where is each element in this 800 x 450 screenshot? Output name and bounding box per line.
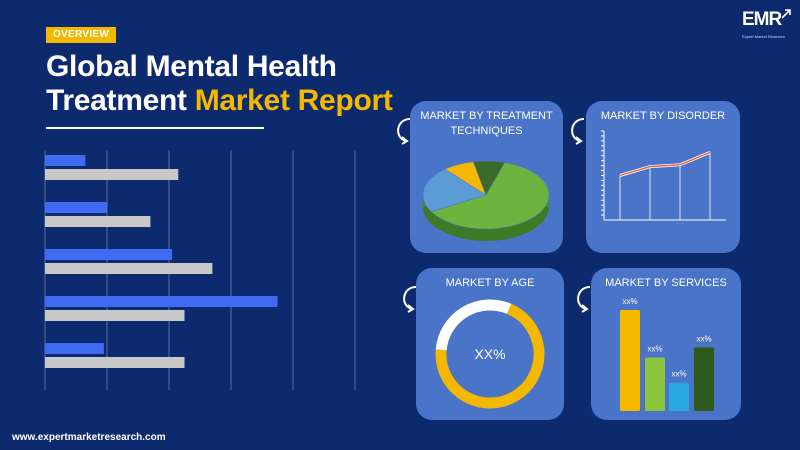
card-title-services: MARKET BY SERVICES <box>605 277 727 289</box>
service-bar <box>669 382 689 411</box>
bar-series-2 <box>45 263 213 274</box>
title-underline <box>46 127 264 129</box>
bar-data-label: xx% <box>647 344 662 353</box>
pie-slice-4 <box>472 160 506 196</box>
card-disorder: MARKET BY DISORDER <box>586 101 740 253</box>
pie-slice-2 <box>422 168 487 213</box>
donut-slice-1 <box>435 303 545 409</box>
bar-series-2 <box>45 310 185 321</box>
bar-series-2 <box>45 357 185 368</box>
overview-badge: OVERVIEW <box>46 27 117 43</box>
card-title-age: MARKET BY AGE <box>445 277 535 289</box>
card-services: MARKET BY SERVICES xx% xx% xx% xx% <box>591 268 741 420</box>
donut-center-label: XX% <box>474 346 505 362</box>
card-title-disorder: MARKET BY DISORDER <box>600 110 726 122</box>
bar-series-1 <box>45 249 173 260</box>
donut-slice-2 <box>435 299 512 351</box>
curved-arrow-icon <box>577 286 591 313</box>
emr-logo: EMR Expert Market Research <box>742 8 794 44</box>
bar-series-1 <box>45 155 86 166</box>
card-age: MARKET BY AGE XX% <box>416 268 564 420</box>
curved-arrow-icon <box>403 286 417 313</box>
bar-series-2 <box>45 216 151 227</box>
curved-arrow-icon <box>397 118 411 145</box>
bar-data-label: xx% <box>696 334 711 343</box>
series-line <box>619 151 711 177</box>
bar-data-label: xx% <box>671 370 686 379</box>
logo-mark: EMR <box>742 9 782 30</box>
donut-chart-age: XX% <box>435 299 545 409</box>
logo-tagline: Expert Market Research <box>742 34 786 39</box>
bar-series-1 <box>45 202 107 213</box>
bar-series-1 <box>45 343 104 354</box>
title-accent: Market Report <box>194 84 393 117</box>
title-line-1: Global Mental Health <box>46 50 337 83</box>
title-line-2: Treatment <box>46 84 195 117</box>
service-bar <box>645 357 665 411</box>
line-chart-disorder <box>601 130 726 221</box>
card-title-treatment: MARKET BY TREATMENT TECHNIQUES <box>420 110 553 137</box>
website-url[interactable]: www.expertmarketresearch.com <box>12 432 166 443</box>
service-bar <box>694 347 714 411</box>
bar-data-label: xx% <box>622 297 637 306</box>
service-bar <box>620 310 640 411</box>
pie-chart-treatment <box>422 160 550 241</box>
card-treatment-techniques: MARKET BY TREATMENT TECHNIQUES <box>410 101 563 253</box>
curved-arrow-icon <box>571 118 585 145</box>
arrow-icon <box>781 9 791 19</box>
bar-series-2 <box>45 169 179 180</box>
bar-chart-services: xx% xx% xx% xx% <box>620 297 714 411</box>
page-title: Global Mental Health Treatment Market Re… <box>46 50 393 118</box>
pie-slice-1 <box>430 162 550 230</box>
horizontal-bar-chart <box>44 150 356 390</box>
bar-series-1 <box>45 296 278 307</box>
